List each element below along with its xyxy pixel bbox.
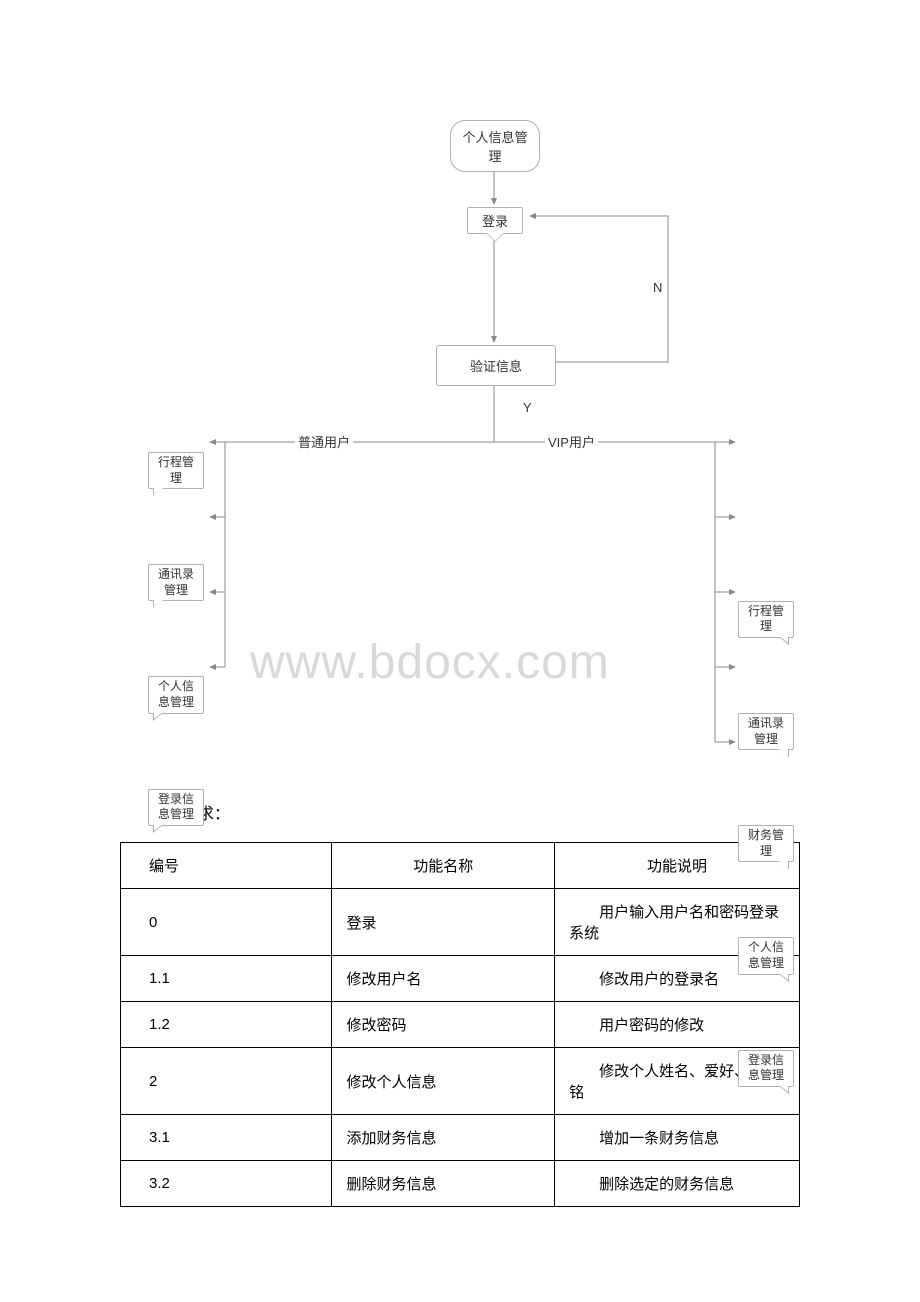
node-login-label: 登录	[482, 214, 508, 229]
table-row: 1.1修改用户名修改用户的登录名	[121, 956, 800, 1002]
cell-id: 1.2	[121, 1002, 332, 1048]
label-y: Y	[520, 400, 535, 415]
node-start: 个人信息管理	[450, 120, 540, 172]
node-right-5: 登录信息管理	[738, 1050, 794, 1087]
node-right-1: 行程管理	[738, 601, 794, 638]
flowchart-diagram: www.bdocx.com	[0, 0, 920, 780]
label-normal-user: 普通用户	[295, 432, 353, 451]
node-left-1: 行程管理	[148, 452, 204, 489]
text-section: 功能需求： 编号 功能名称 功能说明 0登录用户输入用户名和密码登录系统1.1修…	[120, 800, 800, 1207]
cell-name: 删除财务信息	[332, 1161, 555, 1207]
node-left-2: 通讯录管理	[148, 564, 204, 601]
table-row: 3.2删除财务信息删除选定的财务信息	[121, 1161, 800, 1207]
cell-name: 修改密码	[332, 1002, 555, 1048]
node-right-4-label: 个人信息管理	[748, 940, 784, 970]
table-row: 1.2修改密码用户密码的修改	[121, 1002, 800, 1048]
cell-id: 3.1	[121, 1115, 332, 1161]
cell-name: 修改用户名	[332, 956, 555, 1002]
cell-name: 修改个人信息	[332, 1048, 555, 1115]
node-left-4: 登录信息管理	[148, 789, 204, 826]
table-row: 2修改个人信息修改个人姓名、爱好、座右铭	[121, 1048, 800, 1115]
node-verify: 验证信息	[436, 345, 556, 386]
node-right-3: 财务管理	[738, 825, 794, 862]
col-header-name: 功能名称	[332, 843, 555, 889]
node-right-2: 通讯录管理	[738, 713, 794, 750]
section-title: 功能需求：	[120, 800, 800, 824]
flowchart-edges	[0, 0, 920, 780]
node-left-2-label: 通讯录管理	[158, 567, 194, 597]
cell-id: 2	[121, 1048, 332, 1115]
table-row: 3.1添加财务信息增加一条财务信息	[121, 1115, 800, 1161]
table-header-row: 编号 功能名称 功能说明	[121, 843, 800, 889]
node-left-3-label: 个人信息管理	[158, 679, 194, 709]
node-left-1-label: 行程管理	[158, 455, 194, 485]
node-right-3-label: 财务管理	[748, 828, 784, 858]
node-left-4-label: 登录信息管理	[158, 792, 194, 822]
node-right-2-label: 通讯录管理	[748, 716, 784, 746]
node-start-label: 个人信息管理	[462, 130, 527, 164]
cell-id: 0	[121, 889, 332, 956]
cell-desc: 用户密码的修改	[555, 1002, 800, 1048]
table-row: 0登录用户输入用户名和密码登录系统	[121, 889, 800, 956]
cell-id: 3.2	[121, 1161, 332, 1207]
label-n: N	[650, 280, 665, 295]
cell-desc: 删除选定的财务信息	[555, 1161, 800, 1207]
cell-name: 登录	[332, 889, 555, 956]
node-login: 登录	[467, 207, 523, 234]
node-verify-label: 验证信息	[470, 359, 522, 374]
node-right-1-label: 行程管理	[748, 604, 784, 634]
node-right-5-label: 登录信息管理	[748, 1053, 784, 1083]
col-header-id: 编号	[121, 843, 332, 889]
cell-desc: 增加一条财务信息	[555, 1115, 800, 1161]
cell-name: 添加财务信息	[332, 1115, 555, 1161]
cell-id: 1.1	[121, 956, 332, 1002]
requirements-table: 编号 功能名称 功能说明 0登录用户输入用户名和密码登录系统1.1修改用户名修改…	[120, 842, 800, 1207]
node-left-3: 个人信息管理	[148, 676, 204, 713]
node-right-4: 个人信息管理	[738, 937, 794, 974]
label-vip-user: VIP用户	[545, 432, 598, 451]
